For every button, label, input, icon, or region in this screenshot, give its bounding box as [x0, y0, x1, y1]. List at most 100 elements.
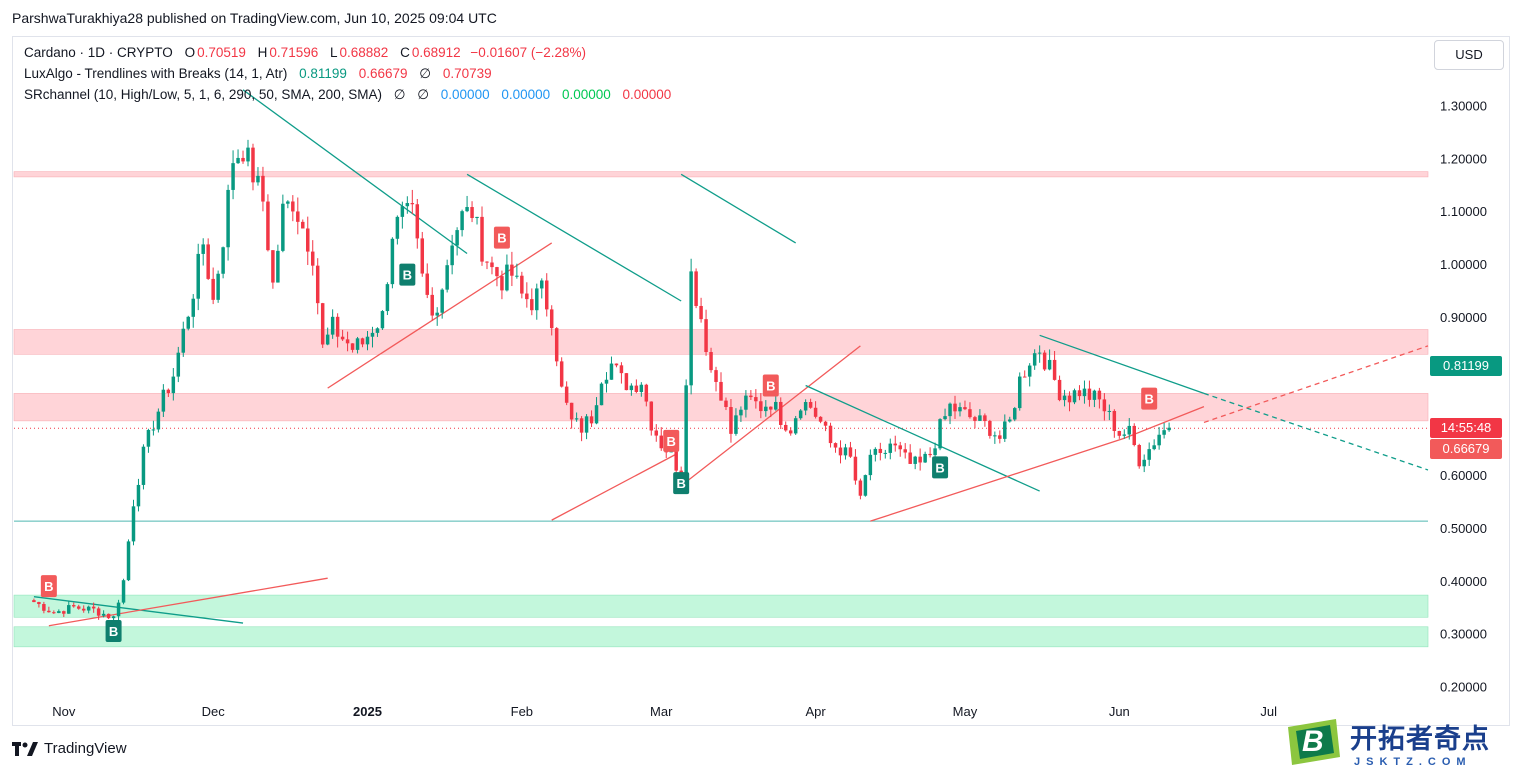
candle-body	[1032, 353, 1037, 366]
candle	[823, 420, 828, 432]
candle-body	[694, 271, 698, 306]
candle-body	[136, 484, 141, 507]
candle	[1077, 385, 1082, 401]
candle	[699, 297, 703, 323]
candle	[968, 402, 972, 419]
candle-body	[898, 445, 902, 450]
currency-selector[interactable]: USD	[1434, 40, 1504, 70]
candle-body	[221, 247, 225, 274]
candle	[535, 283, 539, 320]
candle-body	[116, 602, 121, 617]
candle	[818, 416, 823, 424]
candle	[744, 390, 748, 418]
candle-body	[783, 424, 788, 431]
luxalgo-value-1: 0.81199	[299, 66, 347, 81]
candle-body	[141, 446, 146, 485]
sr-value-2: 0.00000	[501, 87, 551, 102]
candle	[943, 408, 947, 421]
candle-body	[699, 305, 703, 320]
candle	[485, 261, 489, 270]
candle	[271, 250, 275, 289]
price-tick-label: 0.20000	[1440, 679, 1487, 694]
candle	[1127, 418, 1132, 440]
marker-label: B	[44, 579, 53, 594]
candle-body	[858, 480, 863, 496]
candle-body	[261, 175, 265, 202]
candle	[923, 451, 927, 463]
candle-body	[355, 338, 360, 350]
candle-body	[744, 395, 748, 410]
sr-empty-2: ∅	[417, 87, 430, 102]
down-trendline-8	[805, 384, 1040, 492]
candle	[330, 309, 335, 339]
candle	[624, 372, 629, 391]
candle	[261, 166, 265, 212]
tradingview-brand-text: TradingView	[44, 740, 127, 757]
candle	[395, 215, 400, 245]
candle-body	[266, 201, 270, 251]
luxalgo-empty: ∅	[419, 66, 432, 81]
candle-body	[549, 309, 554, 329]
down-trendline-5	[680, 173, 797, 244]
candle	[798, 409, 803, 420]
sell-break-marker-8: B	[1141, 387, 1158, 410]
candle-body	[106, 613, 111, 619]
candle	[306, 216, 310, 266]
marker-box	[399, 263, 416, 286]
tradingview-brand[interactable]: TradingView	[12, 740, 127, 757]
candle-body	[410, 203, 415, 205]
candle	[291, 195, 295, 222]
candle	[674, 448, 678, 474]
candle	[1147, 442, 1151, 466]
candle	[754, 389, 758, 409]
legend-srchannel[interactable]: SRchannel (10, High/Low, 5, 1, 6, 290, 5…	[24, 87, 673, 103]
legend-l-value: 0.68882	[339, 45, 389, 60]
candle	[963, 400, 967, 411]
candle-body	[375, 328, 380, 333]
break-markers: B B B B B B B B B	[40, 226, 1158, 642]
candle	[564, 381, 569, 406]
candle	[181, 321, 186, 357]
candle	[724, 397, 728, 411]
candle	[410, 189, 415, 215]
candle-body	[903, 449, 907, 453]
watermark: B 开拓者奇点 JSKTZ.COM	[1284, 714, 1512, 770]
candle	[654, 424, 659, 442]
down-trendline-12	[1203, 392, 1429, 471]
price-tick-label: 1.20000	[1440, 151, 1487, 166]
candle	[62, 610, 66, 617]
candle-body	[544, 280, 549, 310]
up-trendline-6	[551, 453, 677, 521]
candle	[574, 412, 579, 422]
candle	[430, 287, 434, 321]
candle-body	[918, 456, 922, 463]
candle-body	[271, 250, 275, 283]
candle	[1137, 443, 1141, 469]
candle-body	[525, 293, 529, 300]
candle-body	[370, 332, 375, 337]
candle-body	[111, 616, 116, 619]
candle-body	[619, 365, 624, 374]
candle	[166, 388, 171, 397]
candle-body	[779, 401, 783, 425]
candle-body	[226, 189, 230, 248]
candle	[1027, 363, 1032, 387]
candle	[425, 263, 429, 299]
candle	[604, 372, 609, 393]
candle	[858, 478, 863, 500]
candle	[659, 427, 663, 451]
candle-body	[1008, 419, 1012, 422]
candle	[151, 420, 156, 436]
candle	[450, 234, 454, 275]
legend-luxalgo[interactable]: LuxAlgo - Trendlines with Breaks (14, 1,…	[24, 66, 494, 82]
candle-body	[973, 417, 977, 421]
candle-body	[196, 253, 200, 299]
candle-body	[520, 275, 524, 294]
candle-body	[186, 316, 191, 329]
candle	[365, 331, 370, 351]
marker-box	[493, 226, 510, 249]
chart-frame[interactable]	[12, 36, 1510, 726]
candle	[988, 419, 992, 439]
candle	[853, 449, 858, 485]
